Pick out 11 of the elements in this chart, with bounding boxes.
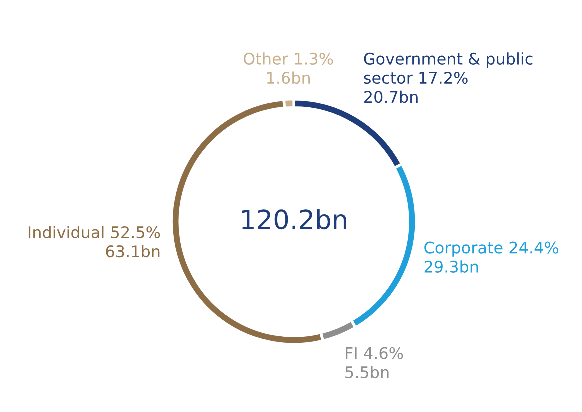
text: 20.7bn [364,90,418,104]
text: 29.3bn [424,260,478,273]
text: 63.1bn [106,245,160,258]
text: 120.2bn [242,209,346,230]
slice-label: Corporate 24.4% [424,242,559,257]
slice-label: FI 4.6% [346,347,404,360]
slice-label: Individual 52.5% [28,226,160,239]
slice-label: Government & public sector 17.2% [364,52,533,84]
slice-label: Other 1.3% [244,52,334,65]
text: 5.5bn [346,366,389,378]
text: 1.6bn [267,72,310,84]
